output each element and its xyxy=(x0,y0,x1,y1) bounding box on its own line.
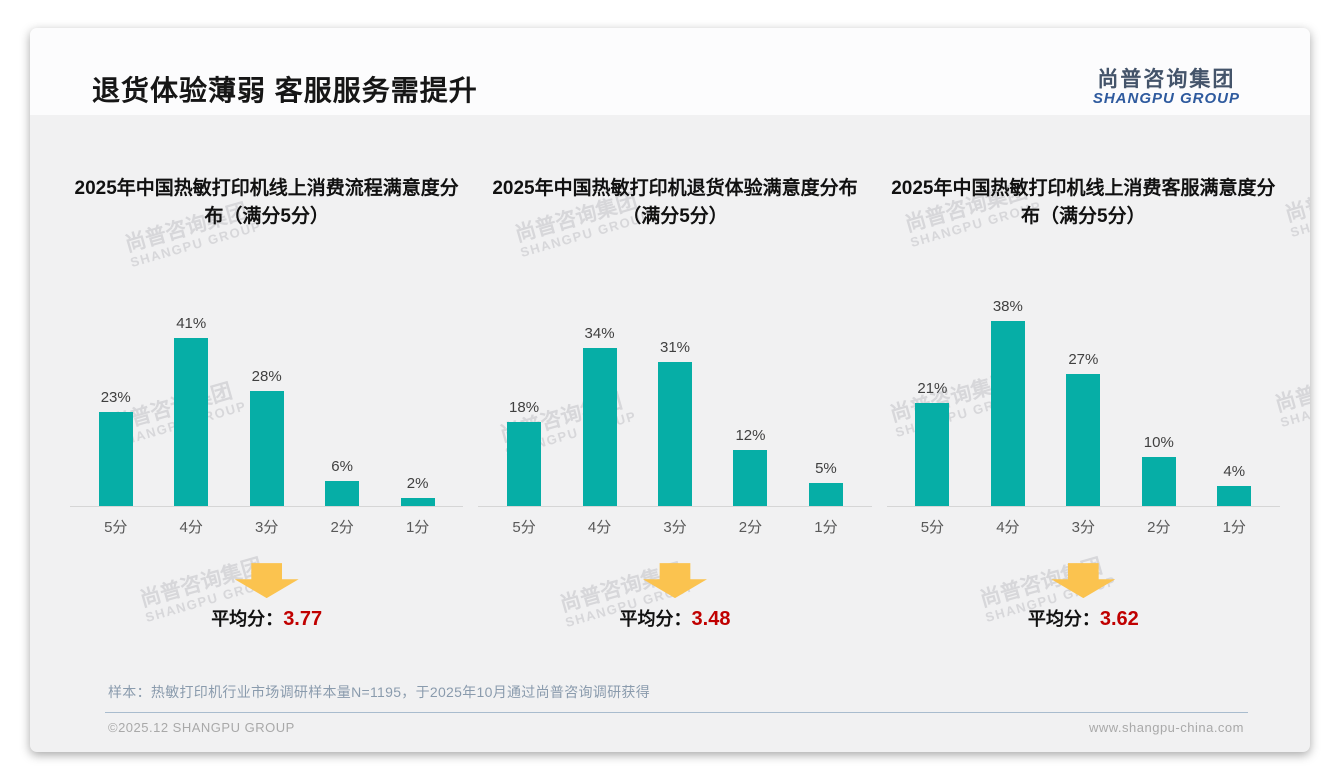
company-logo: 尚普咨询集团 SHANGPU GROUP xyxy=(1093,69,1240,107)
bar xyxy=(808,483,843,507)
average-label: 平均分： xyxy=(619,609,692,630)
x-axis-label: 1分 xyxy=(1222,519,1246,537)
bar-slot: 6% xyxy=(304,458,379,507)
x-axis-label: 2分 xyxy=(738,519,763,537)
slide-footer: ©2025.12 SHANGPU GROUP www.shangpu-china… xyxy=(108,720,1244,735)
average-score: 平均分：3.77 xyxy=(70,605,463,631)
bar-plot: 18% 34% 31% 12% 5% xyxy=(478,256,872,508)
x-axis-label: 1分 xyxy=(405,519,430,537)
bar-value-label: 41% xyxy=(176,315,207,333)
bar-slot: 5% xyxy=(788,460,863,507)
x-axis-label: 5分 xyxy=(920,519,945,537)
chart-title: 2025年中国热敏打印机退货体验满意度分布（满分5分） xyxy=(492,178,858,227)
bar-plot: 21% 38% 27% 10% 4% xyxy=(886,256,1280,508)
bar-value-label: 18% xyxy=(509,399,540,417)
bar-value-label: 2% xyxy=(406,475,429,493)
charts-row: 2025年中国热敏打印机线上消费流程满意度分布（满分5分） 23% 41% 28% 6%… xyxy=(30,115,1310,631)
average-value: 3.62 xyxy=(1099,608,1139,631)
bar xyxy=(733,450,768,507)
average-value: 3.77 xyxy=(283,608,323,631)
bar-slot: 27% xyxy=(1046,351,1121,507)
sample-note: 样本：热敏打印机行业市场调研样本量N=1195，于2025年10月通过尚普咨询调… xyxy=(108,684,651,700)
bar-value-label: 10% xyxy=(1143,434,1174,452)
copyright-text: ©2025.12 SHANGPU GROUP xyxy=(108,720,295,735)
chart-3: 2025年中国热敏打印机线上消费客服满意度分布（满分5分） 21% 38% 27% 10… xyxy=(886,175,1280,631)
average-score: 平均分：3.62 xyxy=(887,605,1280,631)
page-title: 退货体验薄弱 客服服务需提升 xyxy=(92,75,478,106)
bar xyxy=(1217,486,1252,507)
chart-title: 2025年中国热敏打印机线上消费流程满意度分布（满分5分） xyxy=(74,178,459,227)
bar-value-label: 12% xyxy=(735,427,766,445)
bar xyxy=(658,362,692,507)
x-axis-label: 2分 xyxy=(1147,519,1171,537)
x-axis-label: 3分 xyxy=(663,519,687,537)
bar-slot: 21% xyxy=(895,380,970,507)
bar-slot: 31% xyxy=(637,339,712,507)
slide-header: 退货体验薄弱 客服服务需提升 尚普咨询集团 SHANGPU GROUP xyxy=(30,28,1310,115)
bar-value-label: 21% xyxy=(917,380,948,398)
bar-slot: 18% xyxy=(486,399,561,507)
x-axis-label: 5分 xyxy=(104,519,128,537)
chart-2: 2025年中国热敏打印机退货体验满意度分布（满分5分） 18% 34% 31% 12% 5… xyxy=(478,175,872,631)
bar-value-label: 5% xyxy=(815,460,837,478)
down-arrow-icon xyxy=(234,563,299,599)
bar-slot: 38% xyxy=(970,298,1045,507)
x-axis-labels: 5分 4分 3分 2分 1分 xyxy=(887,507,1280,537)
bar-slot: 12% xyxy=(713,427,788,507)
bar-value-label: 31% xyxy=(659,339,691,357)
down-arrow-icon xyxy=(1051,563,1116,599)
slide-card: 尚普咨询集团 SHANGPU GROUP 尚普咨询集团 SHANGPU GROUP 尚普… xyxy=(30,28,1310,752)
bar xyxy=(582,348,617,507)
x-axis-labels: 5分 4分 3分 2分 1分 xyxy=(478,507,871,537)
x-axis-label: 3分 xyxy=(1071,519,1095,537)
bar-slot: 28% xyxy=(229,368,304,507)
bar-slot: 23% xyxy=(78,389,153,507)
x-axis-labels: 5分 4分 3分 2分 1分 xyxy=(70,507,463,537)
bar xyxy=(990,321,1025,507)
bar-value-label: 27% xyxy=(1068,351,1099,369)
bar-value-label: 23% xyxy=(100,389,131,407)
bar-value-label: 34% xyxy=(584,325,615,343)
x-axis-label: 5分 xyxy=(512,519,536,537)
bar-slot: 34% xyxy=(562,325,637,507)
website-url: www.shangpu-china.com xyxy=(1088,720,1244,735)
bar-value-label: 38% xyxy=(992,298,1023,316)
bar xyxy=(325,481,360,507)
average-score: 平均分：3.48 xyxy=(478,605,871,631)
x-axis-label: 2分 xyxy=(330,519,354,537)
bar xyxy=(1066,374,1101,507)
bar-slot: 4% xyxy=(1197,463,1272,507)
bar xyxy=(1141,457,1176,507)
bar-value-label: 4% xyxy=(1223,463,1246,481)
average-label: 平均分： xyxy=(1027,609,1100,630)
chart-title: 2025年中国热敏打印机线上消费客服满意度分布（满分5分） xyxy=(891,178,1276,227)
bar-slot: 41% xyxy=(153,315,228,507)
bar xyxy=(174,338,209,507)
bar-slot: 10% xyxy=(1121,434,1196,507)
down-arrow-icon xyxy=(642,563,707,599)
average-value: 3.48 xyxy=(691,608,731,631)
chart-1: 2025年中国热敏打印机线上消费流程满意度分布（满分5分） 23% 41% 28% 6%… xyxy=(70,175,464,631)
bar-slot: 2% xyxy=(380,475,455,507)
x-axis-label: 1分 xyxy=(814,519,838,537)
bar xyxy=(249,391,284,507)
bar-value-label: 6% xyxy=(331,458,353,476)
average-label: 平均分： xyxy=(211,609,284,630)
x-axis-label: 4分 xyxy=(179,519,203,537)
bar xyxy=(507,422,542,507)
x-axis-label: 3分 xyxy=(255,519,279,537)
bar-plot: 23% 41% 28% 6% 2% xyxy=(70,256,464,508)
x-axis-label: 4分 xyxy=(587,519,612,537)
footer-divider xyxy=(105,712,1248,713)
bar xyxy=(98,412,133,507)
bar xyxy=(915,403,950,507)
x-axis-label: 4分 xyxy=(996,519,1020,537)
bar xyxy=(400,498,435,507)
bar-value-label: 28% xyxy=(251,368,282,386)
logo-text-en: SHANGPU GROUP xyxy=(1092,90,1240,108)
logo-text-cn: 尚普咨询集团 xyxy=(1097,68,1236,92)
